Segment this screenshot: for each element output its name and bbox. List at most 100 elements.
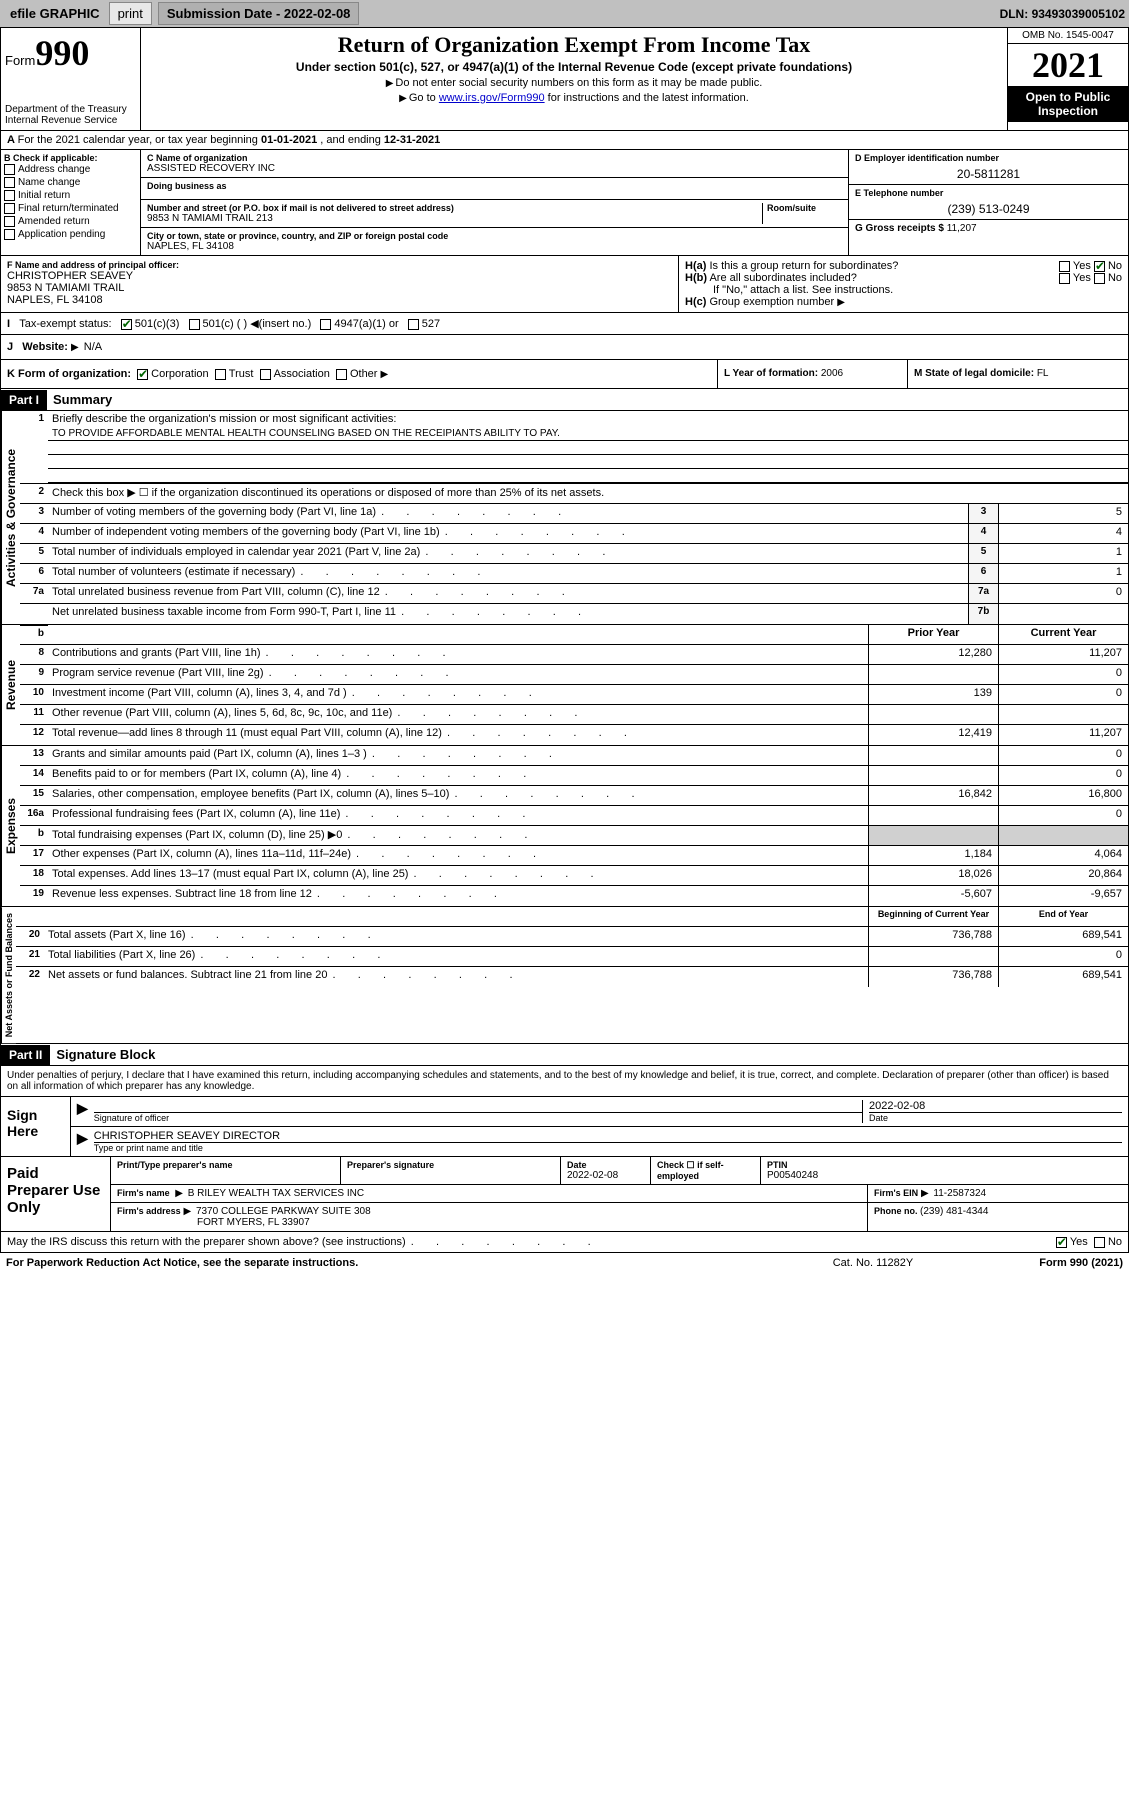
summary-line: 6Total number of volunteers (estimate if…	[20, 564, 1128, 584]
form-title: Return of Organization Exempt From Incom…	[145, 32, 1003, 58]
h-c: H(c) Group exemption number	[685, 296, 1122, 308]
mission-label: Briefly describe the organization's miss…	[48, 411, 1128, 427]
firm-phone: (239) 481-4344	[920, 1206, 988, 1217]
form-note-link: Go to www.irs.gov/Form990 for instructio…	[145, 92, 1003, 104]
summary-line: 3Number of voting members of the governi…	[20, 504, 1128, 524]
section-k-l-m: K Form of organization: Corporation Trus…	[0, 360, 1129, 389]
phone-value: (239) 513-0249	[855, 202, 1122, 216]
section-i-tax-exempt: I Tax-exempt status: 501(c)(3) 501(c) ( …	[0, 313, 1129, 335]
city-value: NAPLES, FL 34108	[147, 241, 842, 252]
cb-app-pending[interactable]: Application pending	[4, 228, 137, 241]
street-value: 9853 N TAMIAMI TRAIL 213	[147, 213, 762, 224]
firm-name: B RILEY WEALTH TAX SERVICES INC	[188, 1188, 364, 1199]
summary-line: Net unrelated business taxable income fr…	[20, 604, 1128, 624]
l-year-formation: L Year of formation: 2006	[718, 360, 908, 388]
expenses-section: Expenses 13Grants and similar amounts pa…	[0, 746, 1129, 907]
cb-corp[interactable]	[137, 369, 148, 380]
cb-final-return[interactable]: Final return/terminated	[4, 202, 137, 215]
sign-here-label: Sign Here	[1, 1097, 71, 1156]
revenue-line: 11Other revenue (Part VIII, column (A), …	[20, 705, 1128, 725]
cb-trust[interactable]	[215, 369, 226, 380]
cb-name-change[interactable]: Name change	[4, 176, 137, 189]
print-button[interactable]: print	[109, 2, 152, 25]
arrow-icon: ▶	[77, 1100, 88, 1123]
cb-address-change[interactable]: Address change	[4, 163, 137, 176]
cb-discuss-yes[interactable]	[1056, 1237, 1067, 1248]
form-subtitle: Under section 501(c), 527, or 4947(a)(1)…	[145, 60, 1003, 74]
cb-527[interactable]	[408, 319, 419, 330]
open-inspection: Open to Public Inspection	[1008, 86, 1128, 122]
h-b: H(b) Are all subordinates included? Yes …	[685, 272, 1122, 284]
expense-line: 13Grants and similar amounts paid (Part …	[20, 746, 1128, 766]
top-toolbar: efile GRAPHIC print Submission Date - 20…	[0, 0, 1129, 27]
summary-line: 7aTotal unrelated business revenue from …	[20, 584, 1128, 604]
section-b-through-g: B Check if applicable: Address change Na…	[0, 150, 1129, 256]
sig-officer-label: Signature of officer	[94, 1112, 862, 1123]
cb-initial-return[interactable]: Initial return	[4, 189, 137, 202]
officer-addr1: 9853 N TAMIAMI TRAIL	[7, 282, 672, 294]
street-label: Number and street (or P.O. box if mail i…	[147, 203, 762, 213]
revenue-line: 8Contributions and grants (Part VIII, li…	[20, 645, 1128, 665]
m-domicile: M State of legal domicile: FL	[908, 360, 1128, 388]
col-current-year: Current Year	[998, 625, 1128, 644]
col-end-year: End of Year	[998, 907, 1128, 926]
firm-addr1: 7370 COLLEGE PARKWAY SUITE 308	[196, 1206, 371, 1217]
f-officer-label: F Name and address of principal officer:	[7, 260, 672, 270]
vtab-expenses: Expenses	[1, 746, 20, 906]
arrow-icon: ▶	[77, 1130, 88, 1153]
col-beginning: Beginning of Current Year	[868, 907, 998, 926]
balance-line: 22Net assets or fund balances. Subtract …	[16, 967, 1128, 987]
cat-no: Cat. No. 11282Y	[773, 1257, 973, 1269]
vtab-balances: Net Assets or Fund Balances	[1, 907, 16, 1043]
revenue-line: 10Investment income (Part VIII, column (…	[20, 685, 1128, 705]
vtab-revenue: Revenue	[1, 625, 20, 745]
cb-assoc[interactable]	[260, 369, 271, 380]
cb-amended[interactable]: Amended return	[4, 215, 137, 228]
e-phone-label: E Telephone number	[855, 188, 1122, 198]
h-b-note: If "No," attach a list. See instructions…	[685, 284, 1122, 296]
line2-discontinued: Check this box ▶ ☐ if the organization d…	[48, 484, 1128, 503]
expense-line: 18Total expenses. Add lines 13–17 (must …	[20, 866, 1128, 886]
expense-line: 16aProfessional fundraising fees (Part I…	[20, 806, 1128, 826]
balance-line: 20Total assets (Part X, line 16)736,7886…	[16, 927, 1128, 947]
dept-treasury: Department of the Treasury	[5, 104, 136, 115]
sig-date: 2022-02-08	[869, 1100, 1122, 1112]
omb-number: OMB No. 1545-0047	[1008, 28, 1128, 44]
submission-date: Submission Date - 2022-02-08	[158, 2, 360, 25]
activities-governance-section: Activities & Governance 1 Briefly descri…	[0, 411, 1129, 625]
balance-line: 21Total liabilities (Part X, line 26)0	[16, 947, 1128, 967]
expense-line: 19Revenue less expenses. Subtract line 1…	[20, 886, 1128, 906]
revenue-line: 9Program service revenue (Part VIII, lin…	[20, 665, 1128, 685]
cb-501c[interactable]	[189, 319, 200, 330]
cb-4947[interactable]	[320, 319, 331, 330]
summary-line: 4Number of independent voting members of…	[20, 524, 1128, 544]
tax-year: 2021	[1008, 44, 1128, 86]
form-header: Form990 Department of the Treasury Inter…	[0, 27, 1129, 131]
summary-line: 5Total number of individuals employed in…	[20, 544, 1128, 564]
section-f-h: F Name and address of principal officer:…	[0, 256, 1129, 313]
cb-discuss-no[interactable]	[1094, 1237, 1105, 1248]
room-label: Room/suite	[767, 203, 842, 213]
revenue-section: Revenue b Prior Year Current Year 8Contr…	[0, 625, 1129, 746]
expense-line: bTotal fundraising expenses (Part IX, co…	[20, 826, 1128, 846]
irs-link[interactable]: www.irs.gov/Form990	[439, 92, 545, 104]
officer-name: CHRISTOPHER SEAVEY	[7, 270, 672, 282]
sig-date-label: Date	[869, 1112, 1122, 1123]
perjury-declaration: Under penalties of perjury, I declare th…	[1, 1066, 1128, 1096]
form-number: Form990	[5, 32, 136, 74]
net-assets-section: Net Assets or Fund Balances Beginning of…	[0, 907, 1129, 1044]
cb-501c3[interactable]	[121, 319, 132, 330]
cb-other[interactable]	[336, 369, 347, 380]
firm-addr2: FORT MYERS, FL 33907	[197, 1217, 310, 1228]
section-j-website: J Website: N/A	[0, 335, 1129, 360]
footer: For Paperwork Reduction Act Notice, see …	[0, 1253, 1129, 1273]
vtab-governance: Activities & Governance	[1, 411, 20, 624]
form-ref: Form 990 (2021)	[973, 1257, 1123, 1269]
officer-addr2: NAPLES, FL 34108	[7, 294, 672, 306]
ptin-value: P00540248	[767, 1170, 1122, 1181]
dln: DLN: 93493039005102	[1000, 7, 1125, 21]
h-a: H(a) Is this a group return for subordin…	[685, 260, 1122, 272]
part2-header: Part II Signature Block	[0, 1044, 1129, 1066]
firm-ein: 11-2587324	[933, 1188, 986, 1199]
d-ein-label: D Employer identification number	[855, 153, 1122, 163]
